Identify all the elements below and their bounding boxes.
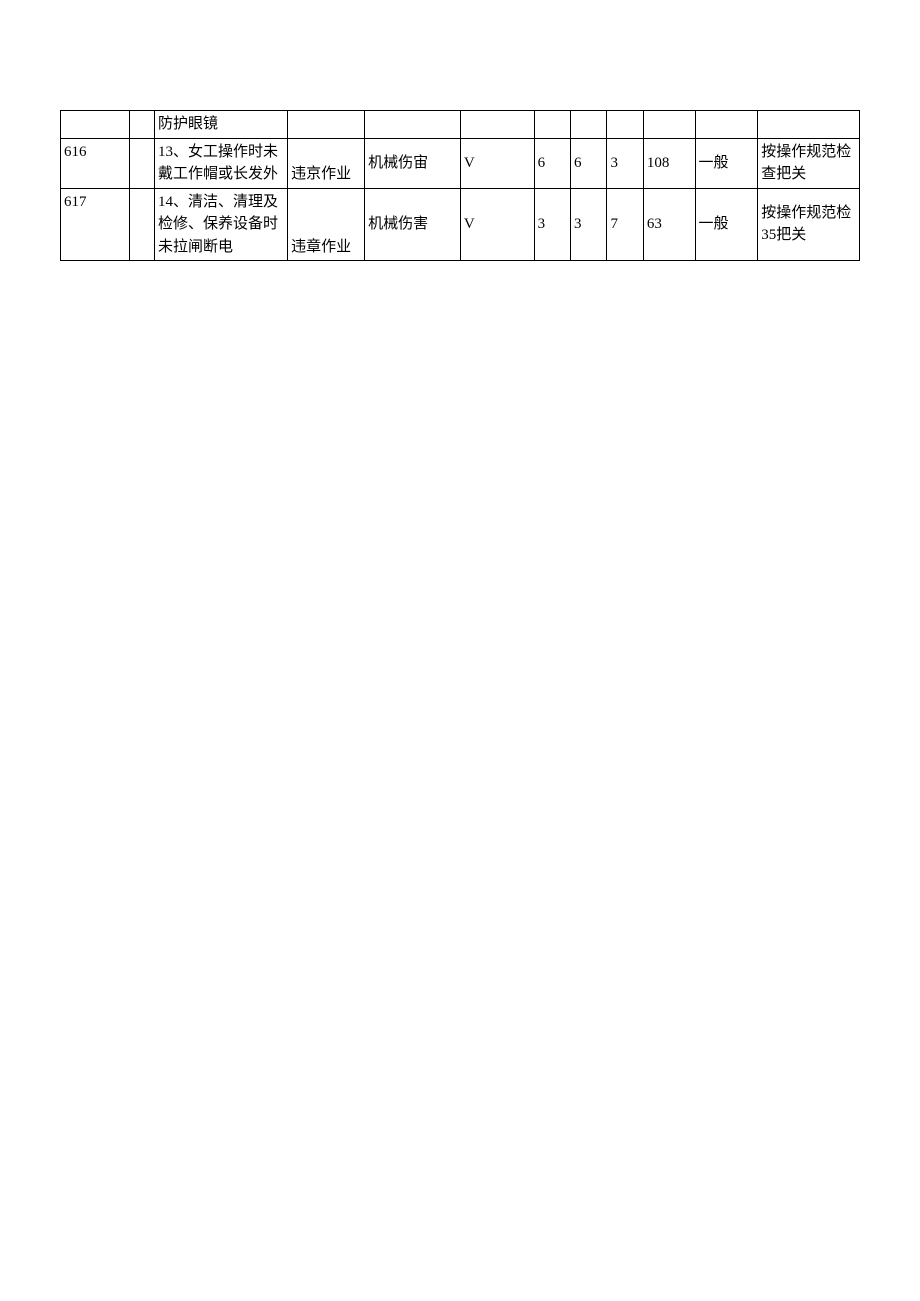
cell-e: 3	[571, 188, 607, 261]
cell-category: 违章作业	[288, 188, 365, 261]
cell-l	[534, 111, 570, 139]
cell-e: 6	[571, 138, 607, 188]
cell-c: 3	[607, 138, 643, 188]
table-row: 防护眼镜	[61, 111, 860, 139]
cell-level: 一般	[695, 138, 758, 188]
cell-mark: V	[460, 138, 534, 188]
cell-level	[695, 111, 758, 139]
cell-level: 一般	[695, 188, 758, 261]
table-row: 617 14、清洁、清理及检修、保养设备时未拉闸断电 违章作业 机械伤害 V 3…	[61, 188, 860, 261]
cell-c: 7	[607, 188, 643, 261]
cell-id: 616	[61, 138, 130, 188]
cell-hazard	[365, 111, 461, 139]
cell-d: 108	[643, 138, 695, 188]
cell-id	[61, 111, 130, 139]
cell-hazard: 机械伤宙	[365, 138, 461, 188]
cell-d	[643, 111, 695, 139]
cell-measure: 按操作规范检查把关	[758, 138, 860, 188]
cell-category	[288, 111, 365, 139]
cell-category: 违京作业	[288, 138, 365, 188]
cell-d: 63	[643, 188, 695, 261]
cell-description: 13、女工操作时未戴工作帽或长发外	[155, 138, 288, 188]
cell-hazard: 机械伤害	[365, 188, 461, 261]
cell-id: 617	[61, 188, 130, 261]
cell-l: 3	[534, 188, 570, 261]
cell-measure: 按操作规范检35把关	[758, 188, 860, 261]
cell-description: 防护眼镜	[155, 111, 288, 139]
cell-e	[571, 111, 607, 139]
cell-blank	[130, 111, 155, 139]
cell-blank	[130, 188, 155, 261]
cell-l: 6	[534, 138, 570, 188]
cell-blank	[130, 138, 155, 188]
table-row: 616 13、女工操作时未戴工作帽或长发外 违京作业 机械伤宙 V 6 6 3 …	[61, 138, 860, 188]
cell-measure	[758, 111, 860, 139]
cell-mark: V	[460, 188, 534, 261]
cell-description: 14、清洁、清理及检修、保养设备时未拉闸断电	[155, 188, 288, 261]
cell-mark	[460, 111, 534, 139]
cell-c	[607, 111, 643, 139]
table-body: 防护眼镜 616 13、女工操作时未戴工作帽或长发外 违京作业 机械伤宙 V 6…	[61, 111, 860, 261]
risk-assessment-table: 防护眼镜 616 13、女工操作时未戴工作帽或长发外 违京作业 机械伤宙 V 6…	[60, 110, 860, 261]
